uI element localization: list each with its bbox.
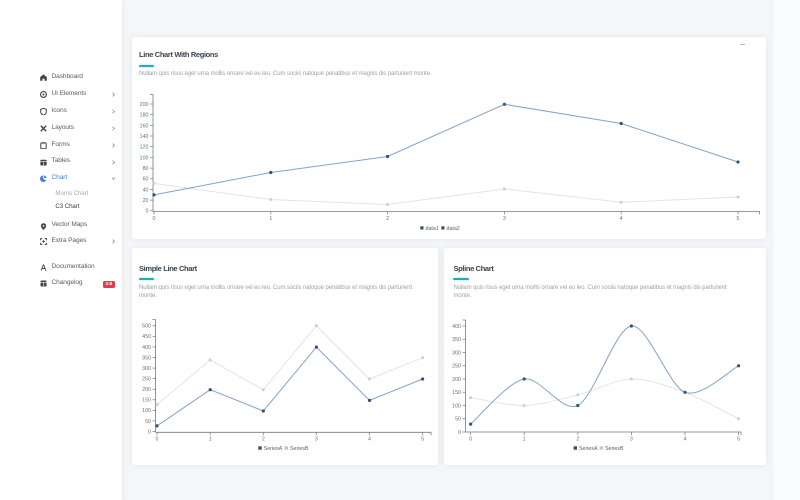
svg-text:60: 60 bbox=[143, 177, 149, 183]
svg-text:50: 50 bbox=[455, 417, 461, 423]
svg-text:0: 0 bbox=[148, 429, 151, 435]
svg-text:160: 160 bbox=[140, 123, 149, 129]
svg-text:100: 100 bbox=[140, 155, 149, 161]
svg-text:100: 100 bbox=[452, 403, 461, 409]
svg-text:data1: data1 bbox=[426, 226, 439, 232]
svg-text:200: 200 bbox=[140, 102, 149, 108]
svg-text:4: 4 bbox=[368, 437, 371, 443]
svg-text:140: 140 bbox=[140, 134, 149, 140]
svg-text:0: 0 bbox=[458, 430, 461, 436]
svg-text:150: 150 bbox=[142, 398, 151, 404]
svg-text:4: 4 bbox=[620, 216, 623, 222]
svg-text:2: 2 bbox=[576, 436, 579, 442]
svg-text:200: 200 bbox=[142, 387, 151, 393]
svg-text:180: 180 bbox=[140, 113, 149, 119]
svg-text:500: 500 bbox=[142, 324, 151, 330]
svg-text:SeriesB: SeriesB bbox=[290, 446, 309, 452]
svg-text:250: 250 bbox=[142, 377, 151, 383]
svg-text:50: 50 bbox=[145, 419, 151, 425]
svg-text:data2: data2 bbox=[447, 226, 460, 232]
svg-text:1: 1 bbox=[523, 436, 526, 442]
svg-text:350: 350 bbox=[452, 337, 461, 343]
svg-text:5: 5 bbox=[737, 436, 740, 442]
svg-text:20: 20 bbox=[143, 198, 149, 204]
svg-text:2: 2 bbox=[386, 216, 389, 222]
svg-text:0: 0 bbox=[469, 436, 472, 442]
svg-text:200: 200 bbox=[452, 377, 461, 383]
svg-text:SeriesA: SeriesA bbox=[579, 446, 598, 452]
svg-text:100: 100 bbox=[142, 408, 151, 414]
svg-text:4: 4 bbox=[684, 436, 687, 442]
svg-text:1: 1 bbox=[269, 216, 272, 222]
svg-text:40: 40 bbox=[143, 187, 149, 193]
svg-text:400: 400 bbox=[142, 345, 151, 351]
svg-text:120: 120 bbox=[140, 145, 149, 151]
svg-text:5: 5 bbox=[737, 216, 740, 222]
svg-text:5: 5 bbox=[421, 437, 424, 443]
svg-text:SeriesA: SeriesA bbox=[264, 446, 283, 452]
svg-text:400: 400 bbox=[452, 324, 461, 330]
svg-text:0: 0 bbox=[153, 216, 156, 222]
svg-text:SeriesB: SeriesB bbox=[605, 446, 624, 452]
svg-text:3: 3 bbox=[315, 437, 318, 443]
svg-text:80: 80 bbox=[143, 166, 149, 172]
svg-text:300: 300 bbox=[452, 350, 461, 356]
svg-text:0: 0 bbox=[156, 437, 159, 443]
svg-text:0: 0 bbox=[146, 209, 149, 215]
svg-text:3: 3 bbox=[630, 436, 633, 442]
svg-text:450: 450 bbox=[142, 334, 151, 340]
svg-text:150: 150 bbox=[452, 390, 461, 396]
svg-text:1: 1 bbox=[209, 437, 212, 443]
svg-text:3: 3 bbox=[503, 216, 506, 222]
svg-text:2: 2 bbox=[262, 437, 265, 443]
svg-text:250: 250 bbox=[452, 364, 461, 370]
svg-text:300: 300 bbox=[142, 366, 151, 372]
svg-text:350: 350 bbox=[142, 355, 151, 361]
